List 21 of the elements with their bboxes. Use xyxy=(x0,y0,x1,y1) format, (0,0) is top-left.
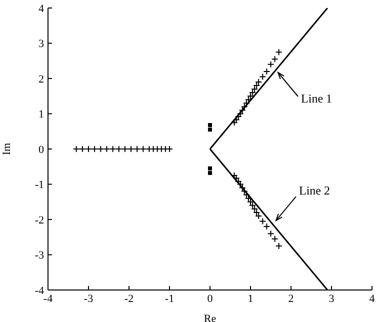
x-tick-label: -2 xyxy=(124,292,134,305)
y-tick-label: -3 xyxy=(34,250,44,262)
annotation: Line 2 xyxy=(299,184,330,198)
y-tick-label: -4 xyxy=(34,284,44,297)
y-tick-label: -2 xyxy=(34,214,44,226)
y-tick-label: 1 xyxy=(38,108,44,121)
x-axis-title: Re xyxy=(204,313,216,322)
x-tick-label: 3 xyxy=(328,292,335,305)
x-tick-label: -1 xyxy=(164,292,174,305)
y-axis-title: Im xyxy=(0,142,13,156)
y-tick-label: 2 xyxy=(38,73,44,86)
y-tick-label: -1 xyxy=(34,179,44,192)
x-tick-label: 0 xyxy=(207,292,214,305)
x-tick-label: 1 xyxy=(248,292,254,305)
x-tick-label: -3 xyxy=(84,292,94,305)
y-tick-label: 0 xyxy=(38,144,44,156)
x-tick-label: 2 xyxy=(288,292,294,305)
annotation: Line 1 xyxy=(301,92,332,106)
x-tick-label: 4 xyxy=(369,292,376,305)
y-tick-label: 4 xyxy=(38,2,44,15)
y-tick-label: 3 xyxy=(38,38,44,50)
